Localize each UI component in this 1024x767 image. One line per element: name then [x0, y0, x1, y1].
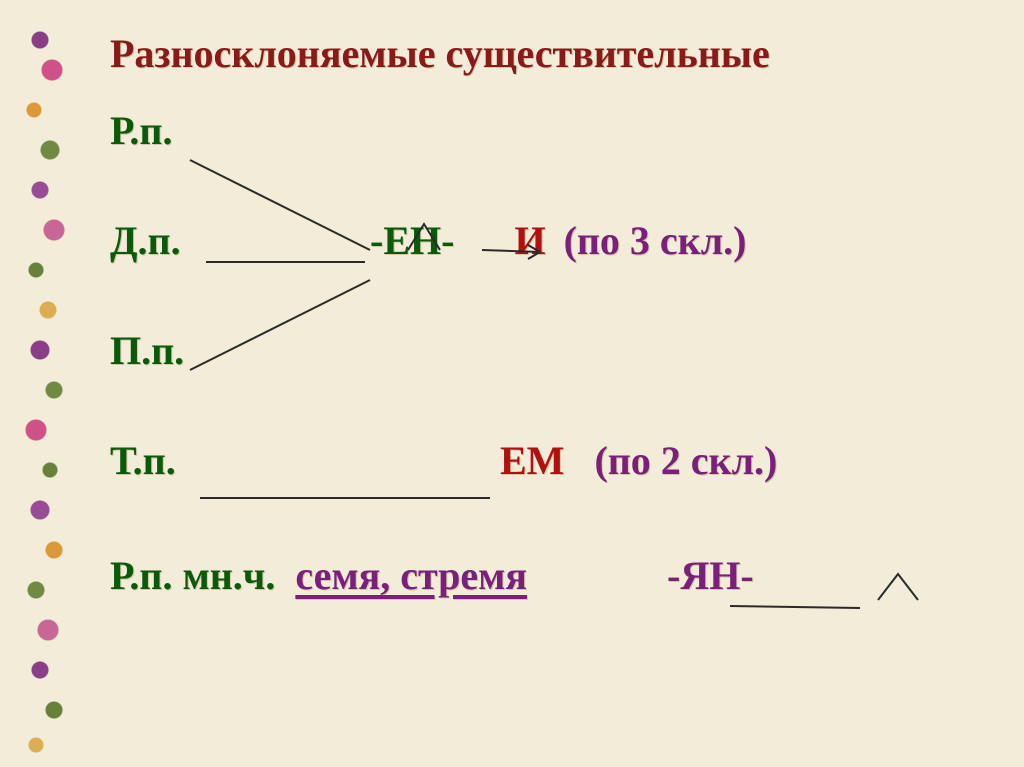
paren-3skl: (по 3 скл.)	[564, 217, 747, 264]
ending-em: ЕМ	[500, 437, 564, 484]
row-rp-plural: Р.п. мн.ч. семя, стремя -ЯН-	[110, 552, 984, 599]
case-pp: П.п.	[110, 327, 370, 374]
case-tp: Т.п.	[110, 437, 500, 484]
row-dp: Д.п. -ЕН- И (по 3 скл.)	[110, 217, 984, 327]
case-dp: Д.п.	[110, 217, 370, 264]
suffix-yan: -ЯН-	[667, 552, 754, 599]
ending-i: И	[514, 217, 545, 264]
paren-2skl: (по 2 скл.)	[594, 437, 777, 484]
case-rp: Р.п.	[110, 107, 370, 154]
row-tp: Т.п. ЕМ (по 2 скл.)	[110, 437, 984, 552]
row-pp: П.п.	[110, 327, 984, 437]
case-rp-plural: Р.п. мн.ч.	[110, 552, 275, 599]
decorative-floral-strip	[10, 0, 78, 767]
suffix-en: -ЕН-	[370, 217, 454, 264]
slide-content: Разносклоняемые существительные Р.п. Д.п…	[110, 30, 984, 737]
row-rp: Р.п.	[110, 107, 984, 217]
slide-title: Разносклоняемые существительные	[110, 30, 984, 77]
example-words: семя, стремя	[295, 552, 527, 599]
